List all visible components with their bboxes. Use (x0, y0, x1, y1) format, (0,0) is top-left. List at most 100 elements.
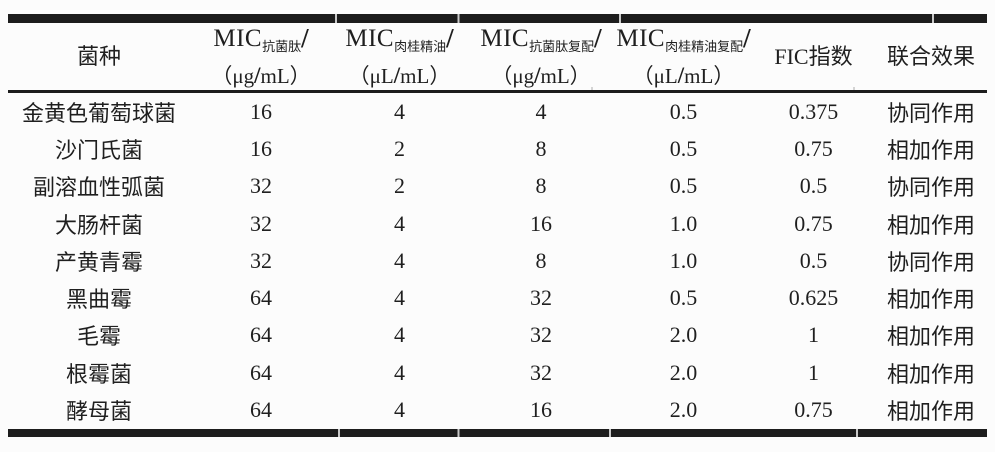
fic-cell: 0.625 (788, 285, 839, 311)
unit-text: （μg (211, 64, 255, 88)
species-cell: 金黄色葡萄球菌 (21, 100, 176, 126)
effect-cell: 相加作用 (886, 212, 975, 238)
species-cell: 大肠杆菌 (54, 212, 143, 238)
mic-amp-combo-cell: 32 (530, 359, 552, 385)
mic-amp-cell: 64 (250, 285, 272, 311)
mic-amp-combo-cell: 8 (535, 135, 547, 161)
col-header-mic-amp-combo: MIC抗菌肽复配/ （μg/mL） (467, 23, 615, 92)
slash-glyph: / (301, 23, 309, 53)
mic-oil-combo-cell: 2.0 (669, 397, 698, 423)
divider-gap (590, 87, 593, 90)
mic-oil-cell: 4 (394, 359, 405, 385)
mic-oil-combo-cell: 0.5 (669, 98, 698, 124)
mic-amp-combo-cell: 32 (530, 322, 552, 348)
effect-header-label: 联合效果 (886, 43, 975, 69)
fic-cell: 1 (808, 322, 819, 348)
col-header-effect: 联合效果 (875, 23, 987, 92)
slash-glyph: / (677, 63, 685, 88)
mic-amp-combo-cell: 4 (535, 98, 547, 124)
col-header-fic: FIC指数 (752, 23, 875, 92)
species-cell: 毛霉 (76, 324, 121, 350)
mic-amp-cell: 32 (250, 173, 272, 199)
fic-cell: 0.5 (799, 247, 828, 273)
table-header: 菌种 MIC抗菌肽/ （μg/mL） MIC肉桂精油/ （μL/mL） MIC抗… (8, 23, 987, 92)
top-rule (8, 14, 987, 23)
mic-amp-cell: 32 (250, 210, 272, 236)
mic-oil-cell: 4 (394, 98, 405, 124)
unit-text: mL） (260, 64, 311, 88)
fic-cell: 0.75 (794, 397, 833, 423)
species-cell: 副溶血性弧菌 (32, 175, 165, 201)
table-body: 金黄色葡萄球菌 16 4 4 0.5 0.375 协同作用 沙门氏菌 16 2 8 0.5 0.75 相加… (8, 92, 987, 429)
mic-oil-combo-cell: 2.0 (669, 359, 698, 385)
species-cell: 黑曲霉 (65, 287, 132, 313)
bottom-rule (8, 428, 987, 437)
species-cell: 酵母菌 (65, 399, 132, 425)
mic-amp-combo-cell: 8 (535, 247, 547, 273)
effect-cell: 相加作用 (886, 137, 975, 163)
effect-cell: 协同作用 (886, 249, 975, 275)
mic-oil-cell: 2 (394, 173, 405, 199)
col-header-mic-oil-combo: MIC肉桂精油复配/ （μL/mL） (615, 23, 752, 92)
mic-amp-combo-cell: 16 (530, 210, 552, 236)
mic-amp-combo-cell: 32 (530, 285, 552, 311)
col-header-mic-oil: MIC肉桂精油/ （μL/mL） (332, 23, 467, 92)
slash-glyph: / (534, 63, 541, 88)
mic-oil-cell: 4 (394, 397, 405, 423)
mic-fic-table: 菌种 MIC抗菌肽/ （μg/mL） MIC肉桂精油/ （μL/mL） MIC抗… (8, 23, 987, 429)
mic-fic-table-wrap: 菌种 MIC抗菌肽/ （μg/mL） MIC肉桂精油/ （μL/mL） MIC抗… (8, 14, 987, 437)
effect-cell: 相加作用 (886, 324, 975, 350)
table-row: 产黄青霉 32 4 8 1.0 0.5 协同作用 (8, 242, 987, 279)
slash-glyph: / (446, 23, 454, 53)
mic-oil-combo-cell: 0.5 (669, 285, 698, 311)
table-row: 副溶血性弧菌 32 2 8 0.5 0.5 协同作用 (8, 168, 987, 205)
unit-text: （μL (632, 64, 678, 88)
table-row: 金黄色葡萄球菌 16 4 4 0.5 0.375 协同作用 (8, 92, 987, 131)
mic-label: MIC (213, 25, 263, 52)
mic-oil-cell: 4 (394, 285, 405, 311)
mic-amp-cell: 64 (250, 397, 272, 423)
slash-glyph: / (594, 23, 602, 53)
table-row: 毛霉 64 4 32 2.0 1 相加作用 (8, 317, 987, 354)
mic-label: MIC (480, 25, 530, 52)
species-cell: 产黄青霉 (54, 249, 143, 275)
slash-glyph: / (743, 23, 751, 53)
mic-amp-cell: 32 (250, 247, 272, 273)
mic-oil-combo-cell: 0.5 (669, 173, 698, 199)
species-header-label: 菌种 (76, 43, 121, 69)
unit-text: mL） (540, 64, 591, 88)
fic-cell: 0.75 (794, 135, 833, 161)
fic-cell: 1 (808, 359, 819, 385)
table-row: 黑曲霉 64 4 32 0.5 0.625 相加作用 (8, 279, 987, 316)
mic-amp-combo-cell: 8 (535, 173, 547, 199)
effect-cell: 相加作用 (886, 399, 975, 425)
mic-oil-combo-cell: 2.0 (669, 322, 698, 348)
mic-amp-combo-cell: 16 (530, 397, 552, 423)
mic-subscript: 肉桂精油复配 (665, 39, 744, 54)
effect-cell: 相加作用 (886, 361, 975, 387)
divider-gap (852, 87, 855, 90)
unit-text: mL） (400, 64, 451, 88)
effect-cell: 相加作用 (886, 287, 975, 313)
fic-cell: 0.5 (799, 173, 828, 199)
mic-oil-cell: 4 (394, 210, 405, 236)
mic-oil-combo-cell: 1.0 (669, 247, 698, 273)
mic-amp-cell: 16 (250, 98, 272, 124)
mic-oil-cell: 4 (394, 322, 405, 348)
mic-label: MIC (345, 25, 395, 52)
slash-glyph: / (254, 63, 261, 88)
mic-subscript: 肉桂精油 (394, 39, 447, 54)
mic-oil-combo-cell: 0.5 (669, 135, 698, 161)
unit-text: mL） (684, 64, 735, 88)
mic-label: MIC (616, 25, 666, 52)
slash-glyph: / (393, 63, 401, 88)
effect-cell: 协同作用 (886, 175, 975, 201)
mic-oil-combo-cell: 1.0 (669, 210, 698, 236)
mic-subscript: 抗菌肽复配 (529, 39, 595, 54)
species-cell: 沙门氏菌 (54, 137, 143, 163)
mic-amp-cell: 16 (250, 135, 272, 161)
header-row: 菌种 MIC抗菌肽/ （μg/mL） MIC肉桂精油/ （μL/mL） MIC抗… (8, 23, 987, 92)
unit-text: （μg (491, 64, 535, 88)
unit-text: （μL (348, 64, 394, 88)
table-row: 沙门氏菌 16 2 8 0.5 0.75 相加作用 (8, 130, 987, 167)
